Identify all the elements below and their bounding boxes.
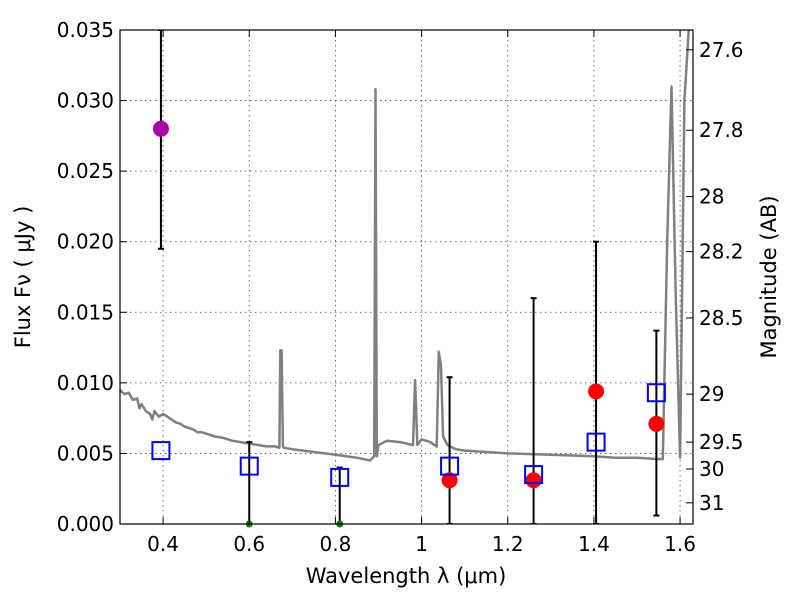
plot-area <box>120 30 691 528</box>
model-band-square <box>330 467 350 487</box>
x-axis: 0.4 0.6 0.8 1 1.2 1.4 1.6 <box>147 30 696 556</box>
magnitude-tick-label: 29.5 <box>699 430 744 454</box>
grid <box>120 29 693 525</box>
magnitude-axis: 27.6 27.8 28 28.2 28.5 29 29.5 30 31 <box>686 38 744 515</box>
x-tick-label: 0.6 <box>233 532 265 556</box>
errorbar-layer <box>157 30 660 524</box>
x-tick-label: 1.4 <box>578 532 610 556</box>
y-axis: 0.000 0.005 0.010 0.015 0.020 0.025 0.030 0.035 <box>57 18 127 536</box>
plot-frame <box>119 29 694 525</box>
y-tick-label: 0.025 <box>57 159 114 183</box>
x-tick-label: 0.4 <box>147 532 179 556</box>
magnitude-tick-label: 28.2 <box>699 240 744 264</box>
y-tick-label: 0.010 <box>57 371 114 395</box>
x-tick-label: 0.8 <box>320 532 352 556</box>
magnitude-tick-label: 27.6 <box>699 38 744 62</box>
y-tick-label: 0.000 <box>57 512 114 536</box>
model-band-square <box>239 456 259 476</box>
x-tick-label: 1 <box>415 532 428 556</box>
magnitude-tick-label: 27.8 <box>699 118 744 142</box>
model-band-square <box>440 456 460 476</box>
magnitude-tick-label: 28 <box>699 185 724 209</box>
observed-flux-point <box>441 472 458 489</box>
y-tick-label: 0.035 <box>57 18 114 42</box>
magnitude-tick-label: 30 <box>699 457 724 481</box>
observed-flux-point <box>648 415 665 432</box>
magnitude-axis-label: Magnitude (AB) <box>757 195 781 358</box>
spectrum-layer <box>120 30 691 462</box>
magnitude-tick-label: 29 <box>699 382 724 406</box>
model-band-square <box>151 441 171 461</box>
y-tick-label: 0.020 <box>57 230 114 254</box>
model-spectrum-line <box>120 30 691 462</box>
x-axis-label: Wavelength λ (μm) <box>306 564 507 588</box>
y-axis-label: Flux Fν ( μJy ) <box>11 206 35 349</box>
model-band-square <box>646 383 666 403</box>
x-tick-label: 1.2 <box>492 532 524 556</box>
y-tick-label: 0.015 <box>57 300 114 324</box>
u-band-flux-point <box>152 120 169 137</box>
marker-layer <box>151 120 666 528</box>
x-tick-label: 1.6 <box>664 532 696 556</box>
magnitude-tick-label: 31 <box>699 491 724 515</box>
model-band-square <box>524 465 544 485</box>
model-band-square <box>586 432 606 452</box>
observed-flux-point <box>525 472 542 489</box>
magnitude-tick-label: 28.5 <box>699 306 744 330</box>
observed-flux-point <box>588 383 605 400</box>
y-tick-label: 0.005 <box>57 441 114 465</box>
y-tick-label: 0.030 <box>57 89 114 113</box>
